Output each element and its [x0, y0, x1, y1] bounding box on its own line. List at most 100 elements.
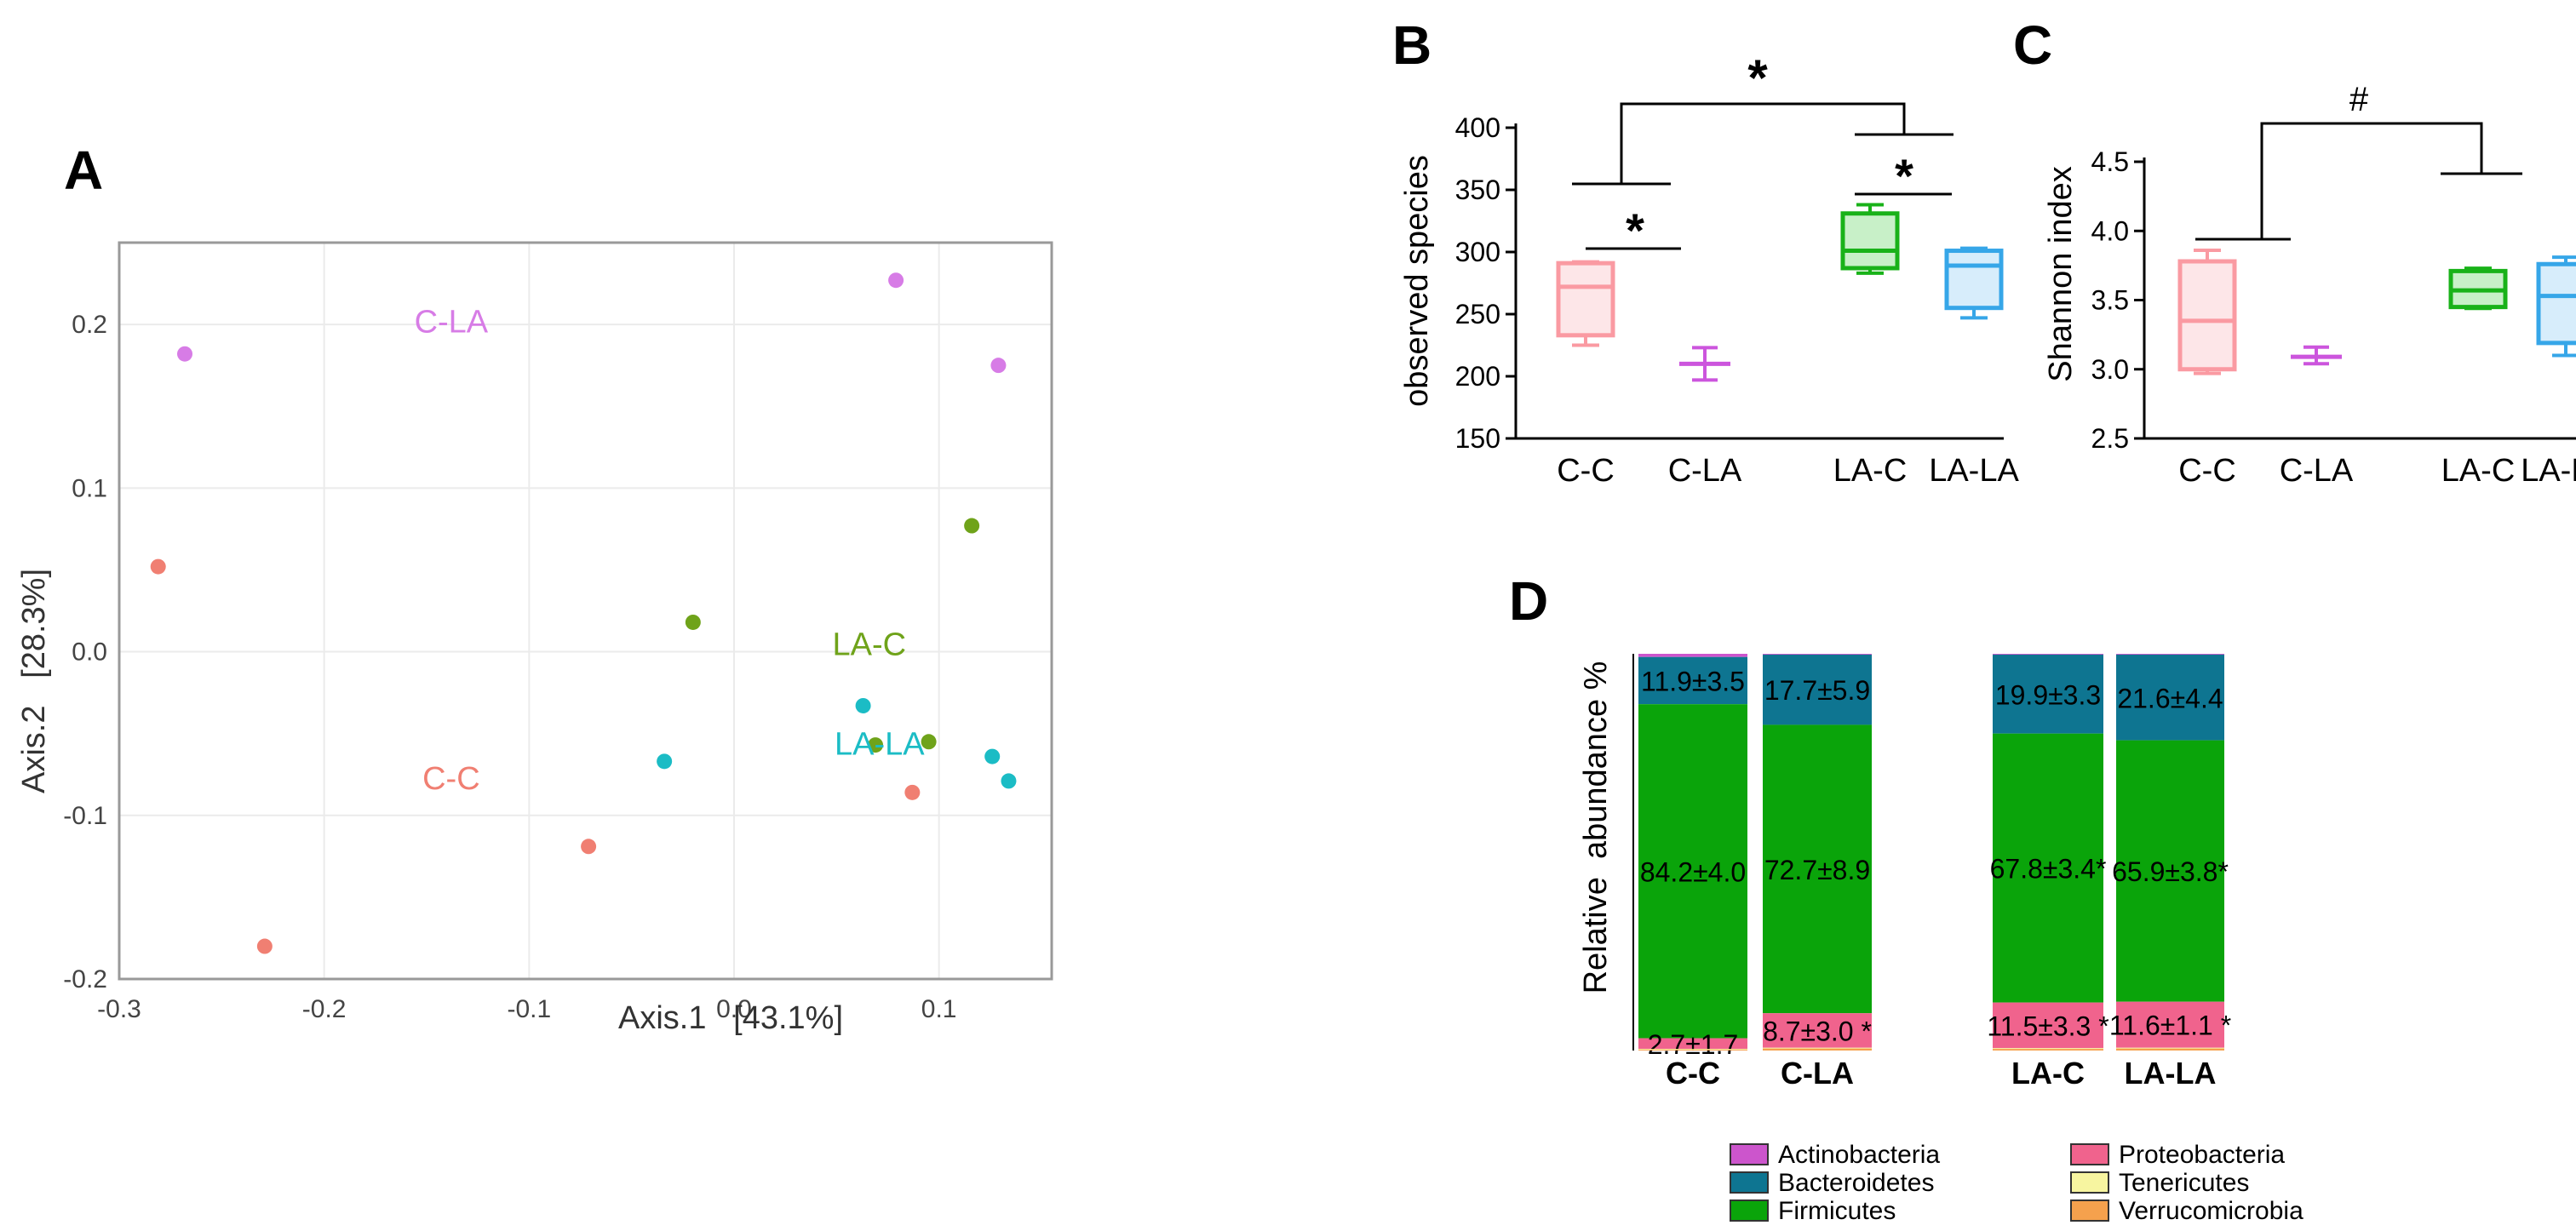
panel-a-scatter: -0.3 -0.2 -0.1 0.0 0.1-0.2-0.10.00.10.2 C-LAC… [63, 241, 1053, 1023]
panel-a-x-axis-label: Axis.1 [43.1%] [618, 1000, 843, 1036]
x-tick-label: LA-LA [1929, 453, 2019, 489]
segment-value-label: 67.8±3.4* [1990, 854, 2107, 885]
panel-d-letter: D [1509, 570, 1548, 632]
category-label: LA-C [2011, 1056, 2085, 1091]
significance-bracket [1620, 102, 1906, 184]
segment-value-label: 19.9±3.3 [1995, 679, 2101, 710]
legend-swatch [2070, 1143, 2109, 1165]
panel-d-legend: Actinobacteria Proteobacteria Bacteroidete… [1730, 1141, 2303, 1225]
y-tick-label: 0.1 [72, 474, 107, 502]
x-tick-label: C-LA [2280, 453, 2354, 489]
x-tick-label: 0.0 [716, 995, 752, 1023]
data-point-c-la [888, 272, 904, 289]
panel-b-boxplot: 150 200 250 300 350 400 C-C C-LA LA-C LA-LA * * * [1455, 49, 2020, 489]
box-la-la [2536, 261, 2576, 346]
segment-value-label: 72.7±8.9 [1764, 855, 1870, 885]
segment-actinobacteria [1993, 654, 2103, 655]
panel-c-y-axis-label: Shannon index [2043, 166, 2079, 382]
y-tick-label: 4.5 [2091, 146, 2129, 177]
segment-tenericutes [1763, 1047, 1872, 1049]
box-c-c [1556, 261, 1615, 338]
group-label-c-c: C-C [422, 761, 480, 797]
segment-proteobacteria [1763, 1013, 1872, 1048]
segment-value-label: 11.9±3.5 [1641, 666, 1745, 696]
segment-value-label: 21.6±4.4 [2117, 683, 2223, 713]
legend-swatch [1730, 1143, 1769, 1165]
y-tick-label: 300 [1455, 237, 1500, 267]
segment-tenericutes [2116, 1047, 2224, 1049]
segment-tenericutes [1638, 1049, 1747, 1051]
panel-b-y-axis-label: observed species [1399, 155, 1435, 407]
data-point-c-c [904, 784, 921, 800]
legend-label: Bacteroidetes [1778, 1169, 1934, 1197]
segment-actinobacteria [1763, 654, 1872, 655]
legend-swatch [2070, 1200, 2109, 1222]
segment-bacteroidetes [1993, 654, 2103, 734]
legend-label: Proteobacteria [2119, 1141, 2285, 1169]
panel-a-y-axis-label: Axis.2 [28.3%] [16, 569, 52, 793]
y-tick-label: 200 [1455, 361, 1500, 392]
segment-firmicutes [2116, 740, 2224, 1002]
y-tick-label: 400 [1455, 112, 1500, 143]
y-tick-label: 0.0 [72, 638, 107, 667]
x-tick-label: C-C [1557, 453, 1615, 489]
segment-firmicutes [1763, 724, 1872, 1014]
data-point-c-c [256, 938, 273, 954]
segment-bacteroidetes [2116, 654, 2224, 741]
segment-value-label: 17.7±5.9 [1764, 675, 1870, 706]
segment-proteobacteria [2116, 1001, 2224, 1048]
significance-star: * [1747, 49, 1768, 106]
data-point-c-c [150, 558, 166, 575]
x-tick-label: -0.2 [302, 995, 347, 1023]
box-c-c [2177, 259, 2237, 372]
x-tick-label: 0.1 [921, 995, 957, 1023]
x-tick-label: -0.1 [507, 995, 551, 1023]
y-tick-label: -0.1 [63, 802, 107, 830]
data-point-la-c [964, 518, 980, 534]
category-label: C-LA [1781, 1056, 1854, 1091]
data-point-la-la [657, 753, 673, 770]
x-tick-label: C-LA [1668, 453, 1742, 489]
segment-proteobacteria [1638, 1038, 1747, 1050]
data-point-la-c [685, 614, 701, 630]
y-tick-label: 0.2 [72, 311, 107, 339]
legend-label: Actinobacteria [1778, 1141, 1940, 1169]
x-tick-label: LA-C [1833, 453, 1908, 489]
y-tick-label: -0.2 [63, 965, 107, 993]
segment-proteobacteria [1993, 1002, 2103, 1049]
y-tick-label: 250 [1455, 299, 1500, 329]
group-label-c-la: C-LA [415, 305, 489, 341]
y-tick-label: 350 [1455, 175, 1500, 205]
segment-firmicutes [1638, 704, 1747, 1039]
group-label-la-c: LA-C [833, 627, 907, 662]
segment-value-label: 2.7±1.7 [1648, 1029, 1739, 1060]
box-la-c [1840, 211, 1900, 271]
segment-verrucomicrobia [2116, 1048, 2224, 1051]
segment-actinobacteria [1638, 654, 1747, 657]
segment-value-label: 65.9±3.8* [2112, 856, 2229, 887]
segment-value-label: 11.6±1.1 * [2109, 1011, 2231, 1041]
panel-d-y-axis-label: Relative abundance % [1578, 661, 1614, 994]
panel-a-letter: A [64, 140, 103, 201]
category-label: C-C [1666, 1056, 1720, 1091]
legend-swatch [1730, 1200, 1769, 1222]
plot-background [119, 243, 1052, 979]
legend-label: Firmicutes [1778, 1197, 1896, 1225]
y-tick-label: 150 [1455, 423, 1500, 454]
segment-value-label: 11.5±3.3 * [1987, 1011, 2108, 1041]
segment-bacteroidetes [1638, 656, 1747, 705]
segment-verrucomicrobia [1993, 1049, 2103, 1051]
data-point-la-la [1001, 773, 1017, 789]
segment-bacteroidetes [1763, 654, 1872, 725]
group-label-la-la: LA-LA [835, 727, 925, 763]
x-tick-label: -0.3 [97, 995, 141, 1023]
legend-swatch [2070, 1171, 2109, 1194]
x-tick-label: LA-C [2441, 453, 2516, 489]
y-tick-label: 4.0 [2091, 215, 2129, 246]
panel-c-letter: C [2013, 14, 2052, 76]
data-point-la-c [868, 737, 884, 753]
segment-value-label: 84.2±4.0 [1640, 856, 1746, 887]
box-la-la [1944, 249, 2004, 311]
y-tick-label: 2.5 [2091, 423, 2129, 454]
